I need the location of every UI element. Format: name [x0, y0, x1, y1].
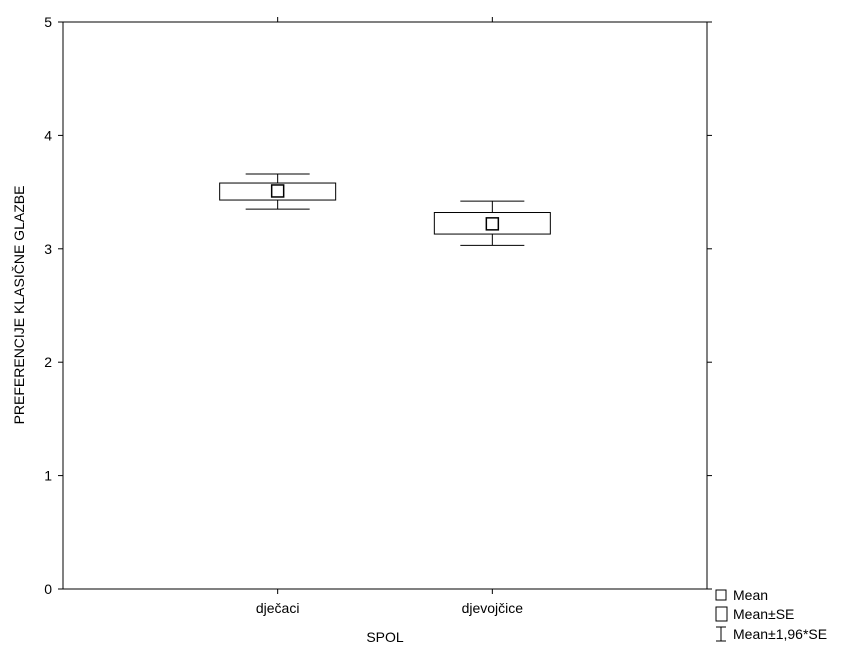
y-tick-label: 2: [44, 354, 52, 370]
y-tick-label: 3: [44, 241, 52, 257]
legend-mean-symbol: [715, 589, 727, 601]
y-tick-label: 4: [44, 127, 52, 143]
x-axis: dječaci djevojčice: [256, 17, 523, 616]
y-tick-label: 5: [44, 14, 52, 30]
y-axis: 0 1 2 3 4 5: [44, 14, 712, 597]
x-tick-label: dječaci: [256, 600, 300, 616]
mean-marker: [485, 217, 500, 231]
legend-label: Mean±1,96*SE: [733, 626, 827, 642]
y-tick-label: 0: [44, 581, 52, 597]
x-axis-title: SPOL: [366, 629, 404, 645]
box-group-0: [219, 173, 337, 210]
y-axis-title: PREFERENCIJE KLASIČNE GLAZBE: [11, 186, 27, 425]
legend: Mean Mean±SE Mean±1,96*SE: [715, 587, 827, 642]
legend-label: Mean±SE: [733, 606, 794, 622]
mean-marker: [270, 184, 285, 198]
box-group-1: [433, 200, 551, 246]
y-tick-label: 1: [44, 468, 52, 484]
legend-label: Mean: [733, 587, 768, 603]
legend-se-symbol: [715, 606, 728, 622]
box-marks: [219, 173, 551, 246]
plot-frame: [62, 21, 708, 590]
x-tick-label: djevojčice: [462, 600, 524, 616]
